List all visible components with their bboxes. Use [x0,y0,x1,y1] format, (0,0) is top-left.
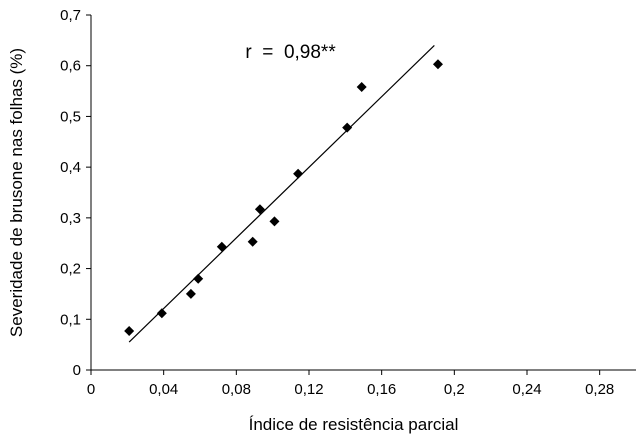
data-point [185,288,196,299]
data-point [269,216,280,227]
trend-line [128,44,435,343]
data-point [293,168,304,179]
y-tick-label: 0,7 [60,7,81,24]
y-tick-label: 0,3 [60,210,81,227]
plot-area: 0 0,04 0,08 0,12 0,16 0,2 0,24 0,28 00,10,20,30… [60,7,636,398]
data-point [247,236,258,247]
x-tick-label: 0,28 [585,381,614,398]
x-tick-label: 0,24 [512,381,541,398]
y-ticks: 0 0,1 0,2 0,3 0,4 0,5 0,6 0,7 [60,7,91,379]
data-point [124,325,135,336]
x-tick-label: 0,08 [222,381,251,398]
x-axis-title: Índice de resistência parcial [249,415,459,434]
data-point [342,122,353,133]
x-ticks: 0 0,04 0,08 0,12 0,16 0,2 0,24 0,28 [87,370,614,398]
y-axis-title: Severidade de brusone nas folhas (%) [7,48,26,337]
data-point [216,241,227,252]
data-point [193,273,204,284]
y-tick-label: 0,6 [60,58,81,75]
data-point [432,59,443,70]
x-tick-label: 0,12 [294,381,323,398]
y-tick-label: 0,2 [60,261,81,278]
y-tick-label: 0,1 [60,311,81,328]
x-tick-label: 0 [87,381,95,398]
data-point [156,308,167,319]
data-point [356,82,367,93]
y-tick-label: 0,4 [60,159,81,176]
y-tick-label: 0,5 [60,108,81,125]
data-points [124,59,443,336]
data-point [254,204,265,215]
y-tick-label: 0 [73,362,81,379]
x-tick-label: 0,04 [149,381,178,398]
correlation-annotation: r = 0,98** [245,42,336,63]
x-tick-label: 0,16 [367,381,396,398]
x-tick-label: 0,2 [444,381,465,398]
